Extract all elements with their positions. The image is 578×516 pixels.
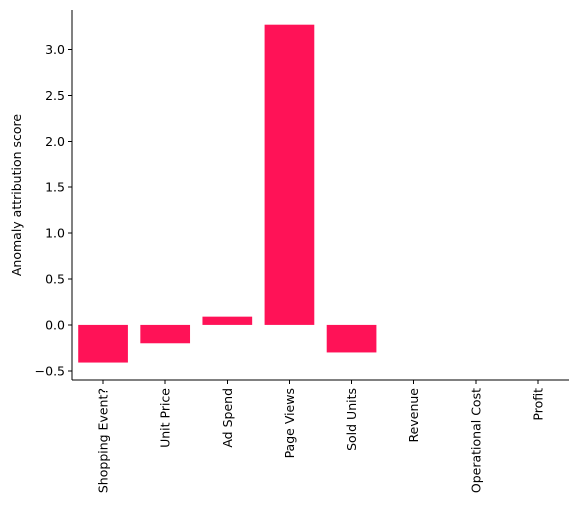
- bar-ad-spend: [202, 316, 253, 325]
- y-tick-label: 2.5: [45, 88, 65, 103]
- x-tick-label-sold-units: Sold Units: [344, 388, 359, 451]
- x-tick-label-unit-price: Unit Price: [158, 388, 173, 448]
- y-tick-label: −0.5: [35, 363, 65, 378]
- y-tick-label: 0.5: [45, 272, 65, 287]
- bars: [78, 24, 377, 363]
- bar-page-views: [264, 24, 315, 325]
- y-tick-label: 2.0: [45, 134, 65, 149]
- bar-sold-units: [326, 324, 377, 353]
- x-tick-label-operational-cost: Operational Cost: [468, 388, 483, 493]
- x-axis: Shopping Event? Unit Price Ad Spend Page Vi…: [96, 380, 545, 493]
- y-tick-label: 3.0: [45, 42, 65, 57]
- x-tick-label-shopping-event: Shopping Event?: [96, 388, 111, 493]
- x-tick-label-ad-spend: Ad Spend: [220, 388, 235, 448]
- bar-unit-price: [140, 324, 191, 344]
- x-tick-label-revenue: Revenue: [406, 388, 421, 443]
- x-tick-label-profit: Profit: [530, 388, 545, 421]
- y-tick-label: 0.0: [45, 317, 65, 332]
- bar-shopping-event: [78, 324, 128, 363]
- y-axis: −0.5 0.0 0.5 1.0 1.5 2.0 2.5 3.0: [35, 42, 72, 378]
- x-tick-label-page-views: Page Views: [282, 388, 297, 458]
- y-tick-label: 1.0: [45, 226, 65, 241]
- y-axis-title: Anomaly attribution score: [9, 114, 24, 277]
- y-tick-label: 1.5: [45, 180, 65, 195]
